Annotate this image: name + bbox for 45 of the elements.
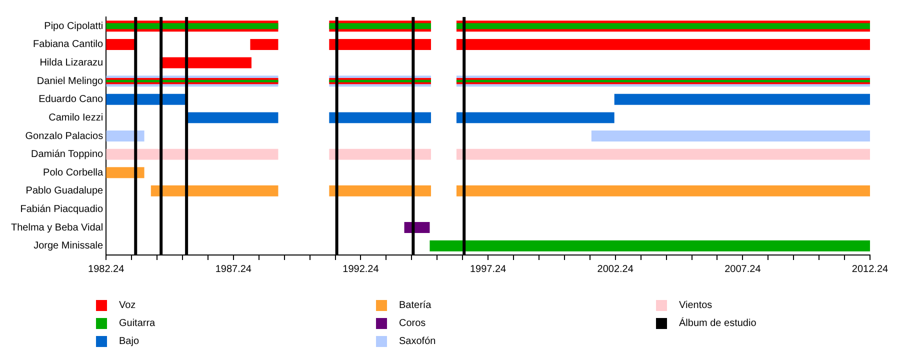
x-tick-label: 1992.24 bbox=[342, 264, 380, 275]
y-tick-label: Camilo Iezzi bbox=[48, 112, 104, 124]
legend-label: Guitarra bbox=[119, 318, 156, 328]
bar bbox=[456, 112, 614, 124]
bar bbox=[456, 38, 870, 50]
y-tick-label: Gonzalo Palacios bbox=[25, 130, 104, 142]
y-tick-label: Thelma y Beba Vidal bbox=[10, 222, 104, 234]
legend-label: Bajo bbox=[119, 336, 140, 346]
x-tick-label: 1997.24 bbox=[470, 264, 507, 275]
y-tick-label: Eduardo Cano bbox=[38, 94, 104, 106]
bar bbox=[250, 38, 278, 50]
y-tick-label: Fabián Piacquadio bbox=[20, 204, 104, 215]
bar bbox=[106, 130, 144, 142]
y-tick-label: Hilda Lizarazu bbox=[40, 58, 104, 69]
x-tick-label: 2007.24 bbox=[724, 264, 762, 275]
bar bbox=[150, 185, 278, 196]
legend-label: Álbum de estudio bbox=[679, 318, 756, 328]
bar bbox=[160, 57, 252, 68]
y-tick-label: Pipo Cipolatti bbox=[44, 20, 104, 32]
bar bbox=[106, 167, 144, 178]
legend-label: Coros bbox=[399, 318, 426, 328]
bar bbox=[106, 148, 278, 160]
legend-label: Saxofón bbox=[399, 336, 436, 346]
bar bbox=[186, 112, 278, 124]
legend-label: Batería bbox=[399, 300, 432, 310]
y-tick-label: Jorge Minissale bbox=[34, 240, 104, 252]
x-tick-label: 1987.24 bbox=[215, 264, 252, 275]
x-tick-label: 1982.24 bbox=[88, 264, 125, 275]
bar bbox=[106, 38, 136, 50]
bar bbox=[106, 94, 186, 105]
y-tick-label: Daniel Melingo bbox=[36, 76, 104, 87]
legend-label: Voz bbox=[119, 300, 136, 310]
bar bbox=[329, 148, 432, 160]
x-tick-label: 2002.24 bbox=[597, 264, 634, 275]
legend-label: Vientos bbox=[679, 300, 712, 310]
bar bbox=[456, 185, 870, 196]
bar bbox=[591, 130, 870, 142]
y-tick-label: Damián Toppino bbox=[30, 149, 104, 160]
y-tick-label: Polo Corbella bbox=[43, 167, 104, 178]
bar bbox=[106, 23, 278, 30]
y-tick-label: Pablo Guadalupe bbox=[26, 186, 104, 197]
x-tick-label: 2012.24 bbox=[852, 264, 889, 275]
bar bbox=[614, 94, 870, 105]
bar bbox=[456, 148, 870, 160]
y-tick-label: Fabiana Cantilo bbox=[33, 39, 104, 50]
